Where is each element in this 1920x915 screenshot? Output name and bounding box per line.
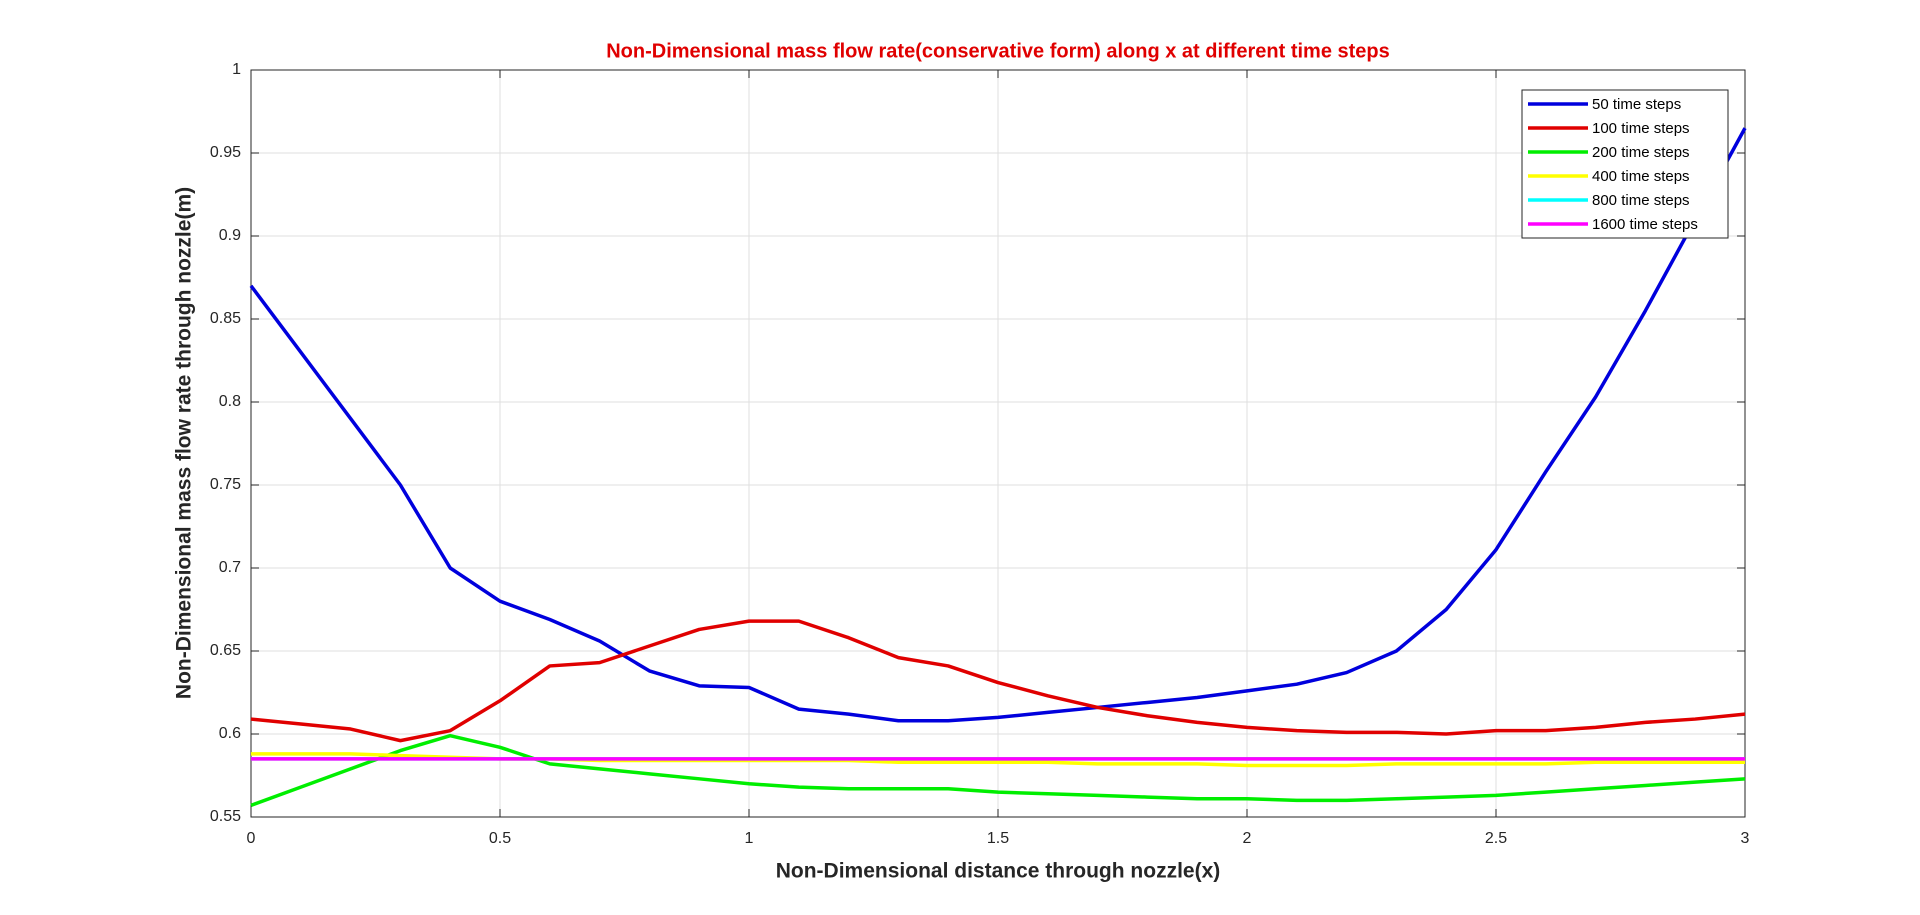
legend-label: 200 time steps [1592,144,1690,161]
legend-label: 100 time steps [1592,120,1690,137]
x-tick-label: 0.5 [489,830,511,847]
line-series [249,127,1747,723]
x-tick-label: 1.5 [987,830,1009,847]
x-tick-label: 1 [745,830,754,847]
y-tick-label: 1 [232,61,241,78]
y-tick-label: 0.75 [210,476,241,493]
legend-label: 1600 time steps [1592,216,1698,233]
y-tick-label: 0.85 [210,310,241,327]
legend-label: 800 time steps [1592,192,1690,209]
chart-title: Non-Dimensional mass flow rate(conservat… [606,40,1390,62]
x-tick-label: 2 [1243,830,1252,847]
x-tick-label: 0 [247,830,256,847]
y-tick-label: 0.55 [210,808,241,825]
y-tick-label: 0.8 [219,393,241,410]
legend-box [1521,89,1729,239]
legend-label: 50 time steps [1592,96,1681,113]
x-axis-label: Non-Dimensional distance through nozzle(… [776,860,1221,883]
y-tick-label: 0.7 [219,559,241,576]
y-axis-label: Non-Dimensional mass flow rate through n… [173,187,196,699]
y-tick-label: 0.65 [210,642,241,659]
y-tick-label: 0.6 [219,725,241,742]
axes-box [250,69,1746,818]
x-tick-label: 2.5 [1485,830,1507,847]
y-tick-label: 0.9 [219,227,241,244]
line-series [250,619,1746,743]
legend-label: 400 time steps [1592,168,1690,185]
x-tick-label: 3 [1741,830,1750,847]
y-tick-label: 0.95 [210,144,241,161]
line-series [250,733,1746,808]
